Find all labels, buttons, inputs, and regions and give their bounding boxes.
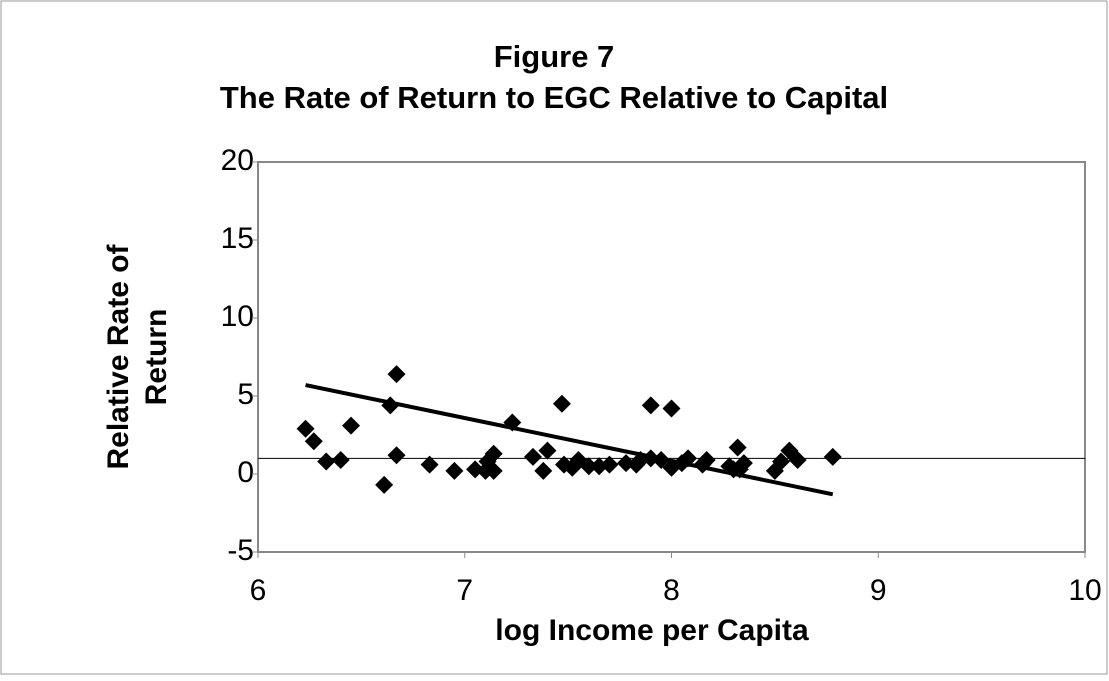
point <box>600 455 619 474</box>
point <box>484 461 503 480</box>
point <box>484 444 503 463</box>
point <box>523 447 542 466</box>
y-axis-label: Return <box>140 309 173 406</box>
point <box>823 447 842 466</box>
point <box>445 461 464 480</box>
trend-line <box>305 383 834 497</box>
y-tick-label: -5 <box>227 534 254 567</box>
point <box>728 438 747 457</box>
x-axis-label: log Income per Capita <box>495 614 809 647</box>
point <box>387 365 406 384</box>
point <box>304 432 323 451</box>
point <box>317 452 336 471</box>
point <box>697 450 716 469</box>
point <box>772 452 791 471</box>
y-tick-label: 15 <box>221 222 254 255</box>
point <box>375 475 394 494</box>
point <box>788 450 807 469</box>
point <box>296 419 315 438</box>
point <box>538 441 557 460</box>
chart-title: Figure 7 <box>494 39 615 74</box>
plot-area <box>257 161 1086 553</box>
point <box>734 454 753 473</box>
point <box>420 455 439 474</box>
y-tick-label: 0 <box>237 456 254 489</box>
y-tick-label: 10 <box>221 300 254 333</box>
y-tick-label: 5 <box>237 378 254 411</box>
point <box>579 457 598 476</box>
x-tick-label: 10 <box>1068 574 1101 607</box>
point <box>342 416 361 435</box>
x-tick-label: 7 <box>456 574 473 607</box>
point <box>552 394 571 413</box>
point <box>534 461 553 480</box>
x-tick-label: 8 <box>663 574 680 607</box>
x-tick-label: 6 <box>250 574 267 607</box>
point <box>662 399 681 418</box>
x-tick-label: 9 <box>870 574 887 607</box>
point <box>387 446 406 465</box>
point <box>641 396 660 415</box>
chart-subtitle: The Rate of Return to EGC Relative to Ca… <box>220 80 888 115</box>
y-tick-label: 20 <box>221 144 254 177</box>
y-axis-label: Relative Rate of <box>102 243 135 469</box>
point <box>331 450 350 469</box>
